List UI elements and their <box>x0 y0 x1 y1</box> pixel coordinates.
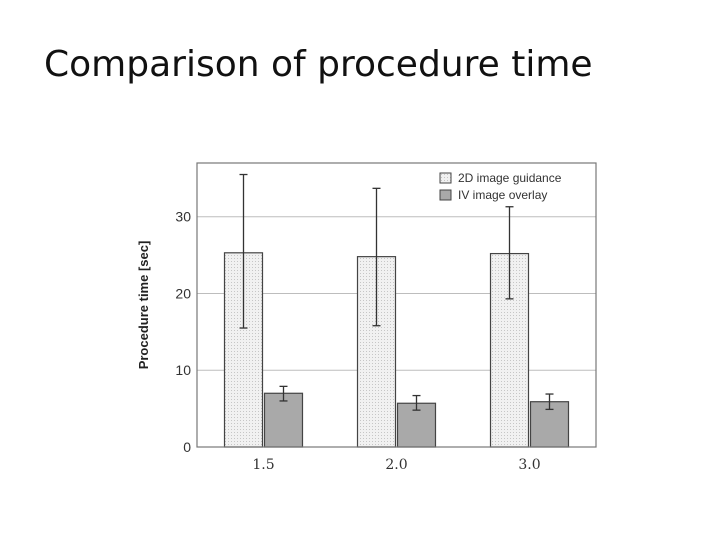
legend: 2D image guidance IV image overlay <box>439 171 562 202</box>
y-axis-label: Procedure time [sec] <box>136 241 151 370</box>
gridlines <box>197 216 596 371</box>
legend-label: IV image overlay <box>458 188 547 202</box>
y-tick-label: 10 <box>175 362 191 378</box>
y-tick-label: 20 <box>175 285 191 301</box>
legend-label: 2D image guidance <box>458 171 562 185</box>
x-tick-label: 3.0 <box>518 457 540 473</box>
tick-labels: 0 10 20 30 1.5 2.0 3.0 <box>175 209 540 473</box>
legend-swatch <box>439 172 452 184</box>
y-tick-label: 0 <box>183 439 191 455</box>
bars <box>223 252 570 448</box>
bar-iv-image-overlay <box>263 392 304 448</box>
slide-title: Comparison of procedure time <box>44 44 593 85</box>
y-tick-label: 30 <box>175 209 191 225</box>
x-tick-label: 1.5 <box>252 457 274 473</box>
x-tick-label: 2.0 <box>385 457 407 473</box>
legend-swatch <box>439 189 452 201</box>
plot-frame <box>196 162 597 448</box>
error-bars <box>239 173 554 411</box>
